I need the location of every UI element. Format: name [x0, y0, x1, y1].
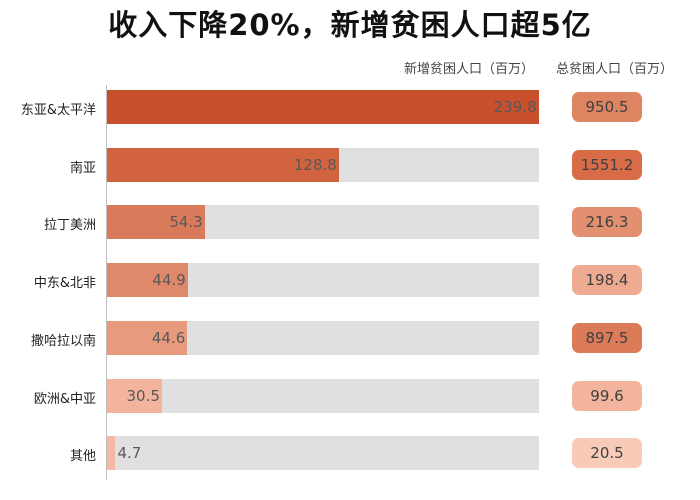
new-poor-bar — [107, 147, 339, 182]
category-label: 撒哈拉以南 — [30, 333, 96, 349]
total-poor-value-box: 198.4 — [572, 265, 642, 296]
total-poor-value-box: 950.5 — [572, 92, 642, 122]
new-poor-bar — [107, 205, 205, 240]
category-axis-line — [106, 85, 107, 480]
category-label: 其他 — [69, 449, 96, 465]
new-poor-bar — [107, 378, 162, 413]
new-poor-value-label: 4.7 — [117, 444, 142, 463]
total-poor-value-box: 99.6 — [572, 380, 642, 411]
total-poor-value-box: 897.5 — [572, 322, 642, 353]
new-poor-value-label: 54.3 — [169, 213, 203, 232]
category-label: 欧洲&中亚 — [33, 391, 96, 407]
category-label: 拉丁美洲 — [43, 218, 96, 234]
total-poor-value-box: 1551.2 — [572, 149, 642, 180]
new-poor-value-label: 44.6 — [151, 328, 186, 347]
category-label: 中东&北非 — [33, 276, 96, 292]
category-label: 南亚 — [69, 160, 96, 176]
total-poor-header: 总贫困人口（百万） — [556, 62, 674, 77]
total-poor-value-box: 20.5 — [572, 438, 642, 469]
chart-title: 收入下降20%，新增贫困人口超5亿 — [108, 8, 592, 42]
new-poor-value-label: 44.9 — [152, 271, 186, 290]
new-poor-bar — [107, 320, 188, 355]
total-poor-value-box: 216.3 — [572, 207, 642, 238]
bar-track — [107, 436, 539, 471]
new-poor-header: 新增贫困人口（百万） — [404, 62, 535, 77]
new-poor-value-label: 239.8 — [493, 98, 537, 116]
new-poor-value-label: 128.8 — [293, 155, 337, 174]
new-poor-bar — [107, 90, 539, 124]
category-label: 东亚&太平洋 — [20, 103, 96, 118]
bar-track — [107, 378, 539, 413]
new-poor-bar — [107, 436, 116, 471]
new-poor-value-label: 30.5 — [126, 386, 160, 405]
new-poor-bar — [107, 263, 188, 298]
